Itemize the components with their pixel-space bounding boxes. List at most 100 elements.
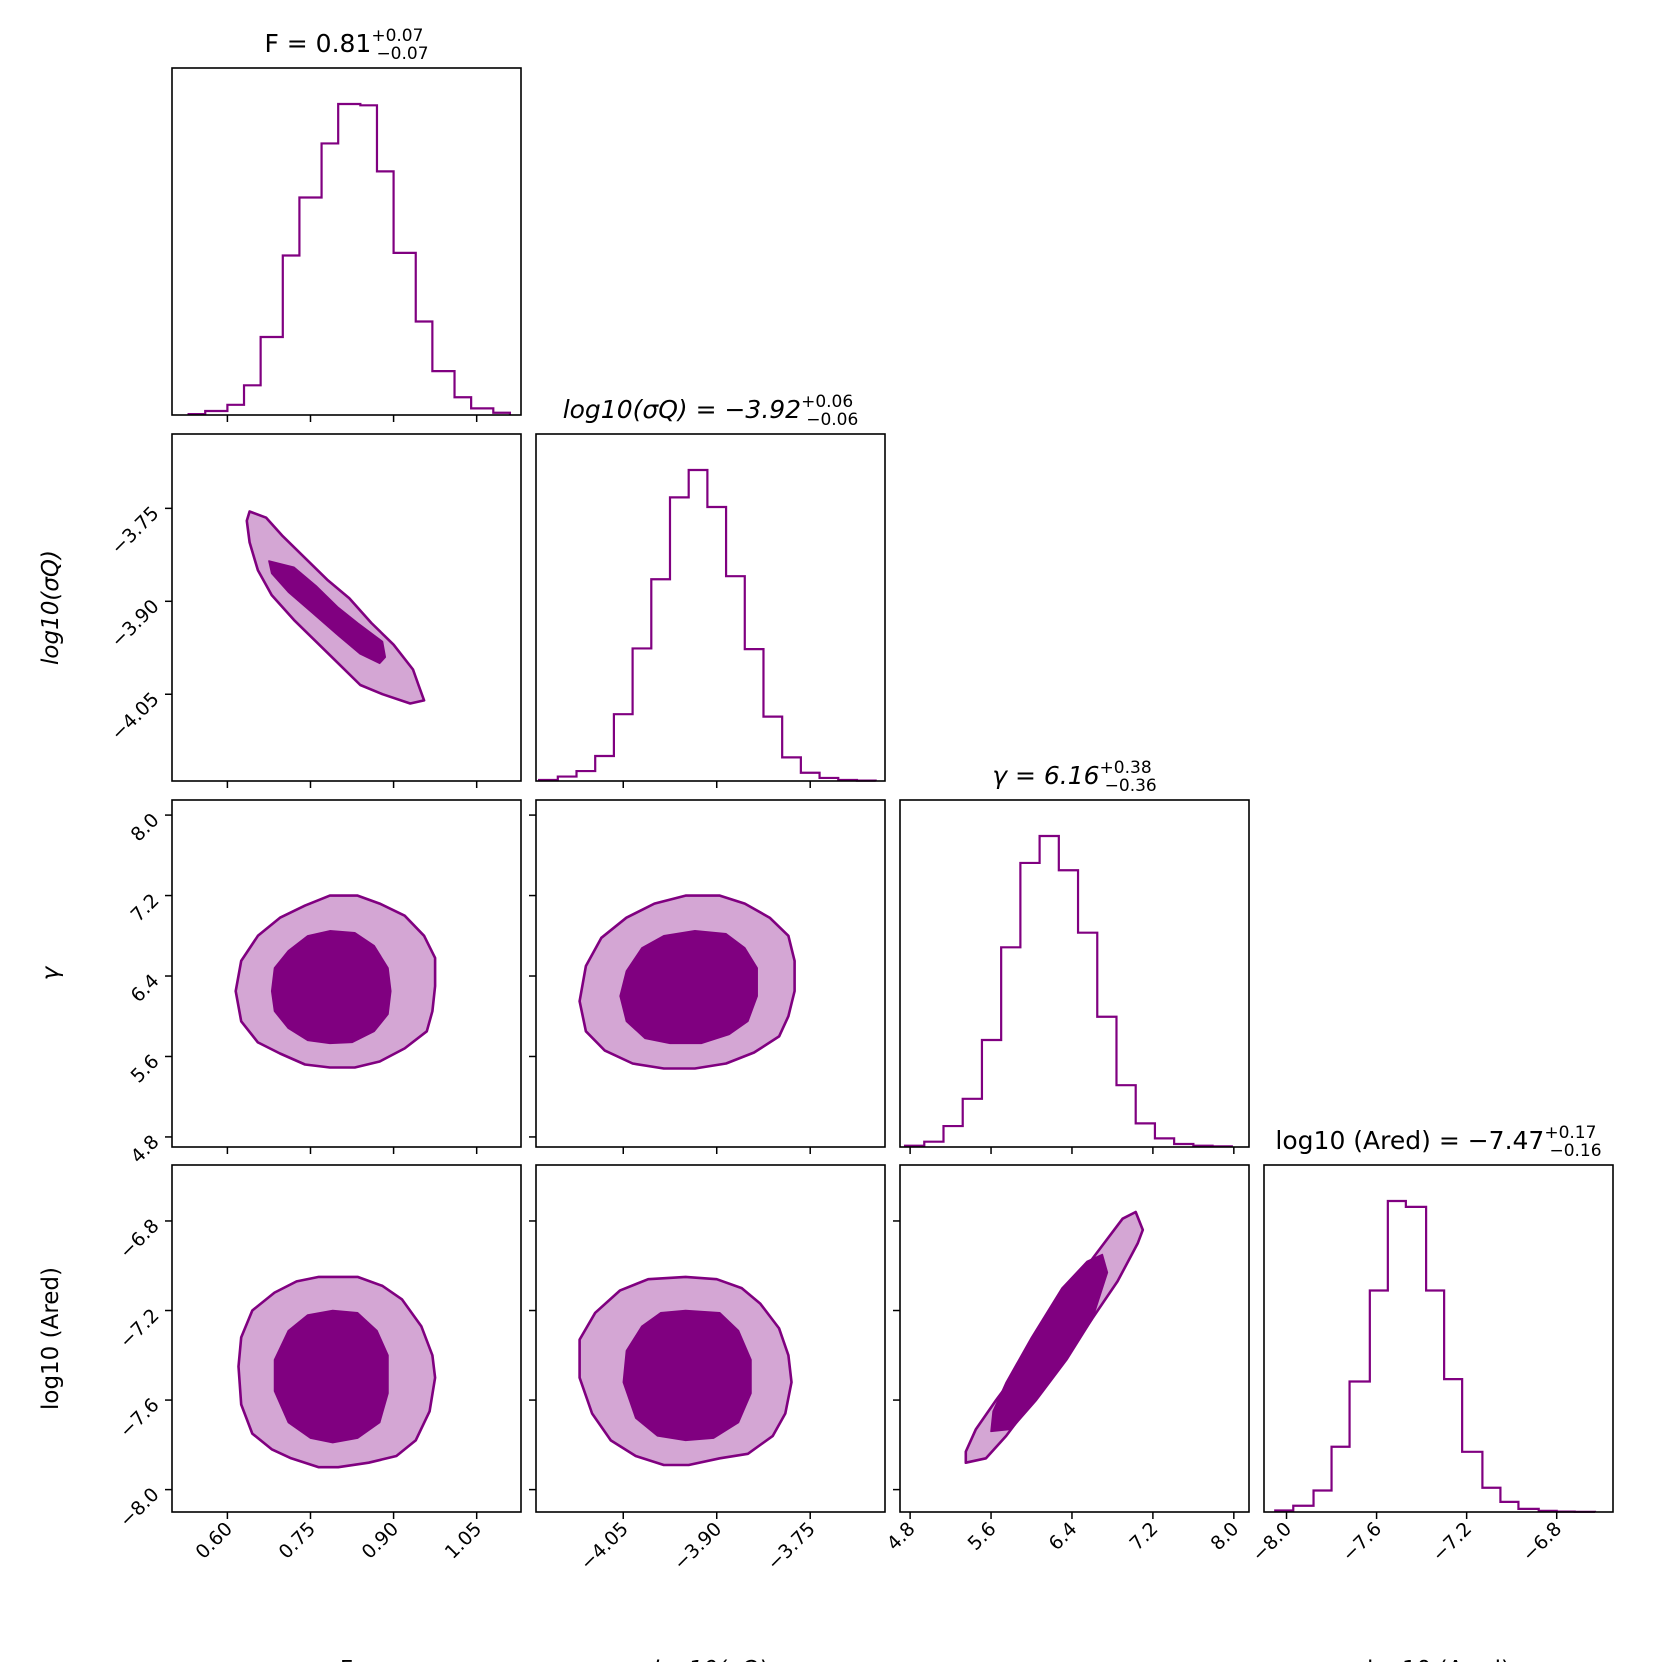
- histogram-bin: [394, 253, 416, 415]
- y-tick-label: 5.6: [127, 1050, 164, 1087]
- contour-inner-region: [990, 1253, 1109, 1433]
- histogram-bin: [1444, 1379, 1462, 1512]
- panel-title-gamma: γ = 6.16+0.38 −0.36: [992, 758, 1157, 796]
- histogram-step-line: [903, 834, 1233, 1148]
- histogram-bin: [1332, 1447, 1350, 1512]
- x-tick-label: −3.75: [763, 1518, 820, 1575]
- y-tick-label: −4.05: [107, 688, 164, 745]
- y-tick-label: 8.0: [127, 809, 164, 846]
- y-tick-label: 4.8: [127, 1131, 164, 1168]
- panel-frame: [171, 433, 522, 782]
- x-axis-label-F: F: [340, 1657, 353, 1662]
- histogram-bin: [801, 773, 820, 781]
- y-tick-label: −8.0: [115, 1484, 163, 1532]
- contour-inner-region: [273, 1309, 389, 1444]
- histogram-bin: [322, 143, 339, 415]
- title-err-minus: −0.16: [1549, 1141, 1601, 1161]
- contour-inner-region: [622, 1309, 752, 1442]
- panel-frame: [535, 799, 886, 1148]
- title-value: log10 (Ared) = −7.47: [1275, 1126, 1544, 1155]
- histogram-bin: [299, 197, 321, 415]
- panel-title-log10_A_red: log10 (Ared) = −7.47+0.17 −0.16: [1275, 1123, 1601, 1161]
- histogram-bin: [963, 1099, 982, 1147]
- title-err-plus: +0.06: [801, 392, 853, 412]
- histogram-bin: [432, 371, 454, 415]
- histogram-step-line: [538, 468, 877, 782]
- panel-frame: [171, 1164, 522, 1513]
- title-err-plus: +0.17: [1544, 1123, 1596, 1143]
- y-tick-label: −3.90: [107, 595, 164, 652]
- panel-frame: [171, 799, 522, 1148]
- histogram-bin: [244, 385, 261, 415]
- histogram-bin: [1388, 1201, 1406, 1512]
- x-tick-label: 0.60: [191, 1518, 236, 1563]
- histogram-step-line: [187, 102, 512, 416]
- histogram-bin: [1040, 836, 1059, 1147]
- x-tick-label: −3.90: [670, 1518, 727, 1575]
- histogram-bin: [577, 771, 596, 781]
- histogram-bin: [1020, 863, 1039, 1147]
- histogram-bin: [1482, 1488, 1500, 1512]
- x-tick-label: 5.6: [964, 1518, 1001, 1555]
- x-axis-label-log10_A_red: log10 (Ared): [1367, 1657, 1510, 1662]
- contour-inner-region: [270, 930, 392, 1045]
- histogram-panel-log10_A_red: [1274, 1199, 1597, 1513]
- x-tick-label: 1.05: [441, 1518, 486, 1563]
- contour-inner-region: [619, 930, 758, 1045]
- histogram-bin: [595, 756, 614, 781]
- contour-inner-region: [268, 560, 387, 665]
- y-tick-label: −7.2: [115, 1304, 163, 1352]
- contour-panel-F-vs-gamma: [234, 894, 437, 1069]
- title-value: γ = 6.16: [992, 761, 1099, 790]
- title-value: log10(σQ) = −3.92: [563, 395, 801, 424]
- x-tick-label: −8.0: [1248, 1518, 1296, 1566]
- histogram-bin: [377, 171, 394, 415]
- histogram-bin: [227, 405, 244, 415]
- histogram-bin: [763, 717, 782, 781]
- histogram-bin: [1500, 1502, 1518, 1512]
- title-value: F = 0.81: [264, 29, 371, 58]
- histogram-bin: [283, 256, 300, 415]
- x-tick-label: −4.05: [576, 1518, 633, 1575]
- contour-panel-log10_sigma_Q-vs-log10_A_red: [578, 1275, 793, 1467]
- x-tick-label: −6.8: [1518, 1518, 1566, 1566]
- histogram-bin: [338, 104, 360, 415]
- histogram-bin: [670, 497, 689, 781]
- title-err-plus: +0.38: [1100, 758, 1152, 778]
- panel-frame: [535, 433, 886, 782]
- contour-panel-log10_sigma_Q-vs-gamma: [578, 894, 796, 1070]
- histogram-bin: [943, 1126, 962, 1147]
- contour-panel-F-vs-log10_sigma_Q: [245, 510, 426, 705]
- x-tick-label: 0.90: [358, 1518, 403, 1563]
- contour-panel-gamma-vs-log10_A_red: [964, 1210, 1145, 1464]
- title-err-minus: −0.07: [376, 44, 428, 64]
- x-axis-label-gamma: γ: [1068, 1657, 1083, 1662]
- histogram-bin: [651, 579, 670, 781]
- histogram-bin: [1078, 933, 1097, 1147]
- y-tick-label: 7.2: [127, 890, 164, 927]
- histogram-bin: [1314, 1491, 1332, 1512]
- histogram-bin: [614, 714, 633, 781]
- panel-frame: [899, 1164, 1250, 1513]
- y-tick-label: −3.75: [107, 502, 164, 559]
- title-err-minus: −0.36: [1105, 776, 1157, 796]
- panel-title-F: F = 0.81+0.07 −0.07: [264, 26, 428, 64]
- histogram-bin: [726, 576, 745, 781]
- panel-frame: [1263, 1164, 1614, 1513]
- histogram-bin: [633, 648, 652, 781]
- histogram-bin: [1370, 1290, 1388, 1512]
- histogram-bin: [261, 337, 283, 415]
- histogram-bin: [689, 470, 708, 781]
- y-axis-label-log10_A_red: log10 (Ared): [38, 1267, 64, 1410]
- x-tick-label: 6.4: [1045, 1518, 1082, 1555]
- histogram-step-line: [1274, 1199, 1597, 1513]
- histogram-bin: [416, 322, 433, 415]
- x-tick-label: −7.6: [1338, 1518, 1386, 1566]
- y-axis-label-gamma: γ: [38, 965, 64, 980]
- histogram-bin: [1155, 1138, 1174, 1147]
- title-err-minus: −0.06: [806, 410, 858, 430]
- histogram-bin: [455, 397, 472, 415]
- panel-frame: [899, 799, 1250, 1148]
- histogram-bin: [982, 1040, 1001, 1147]
